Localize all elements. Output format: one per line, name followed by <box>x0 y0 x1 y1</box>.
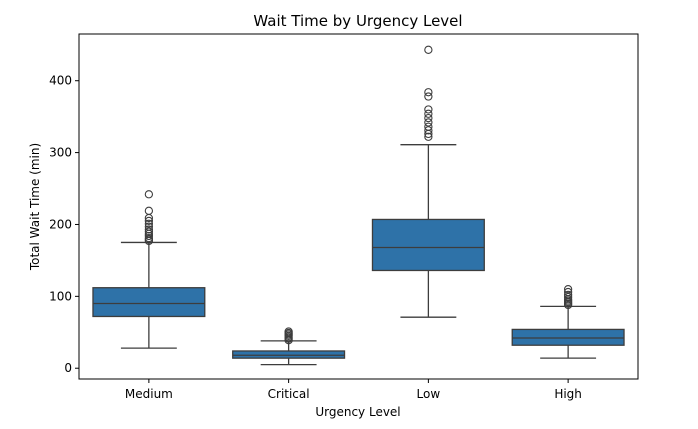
iqr-box <box>232 350 346 359</box>
outlier-point <box>144 233 154 243</box>
outlier-point <box>563 287 573 297</box>
outlier-point <box>563 285 573 294</box>
outlier-point <box>424 122 433 131</box>
outlier-point <box>424 105 433 114</box>
outlier-point <box>563 292 573 302</box>
outlier-point <box>424 113 433 123</box>
y-tick-label: 100 <box>49 289 72 303</box>
box-high <box>511 285 625 359</box>
outlier-point <box>424 45 433 54</box>
iqr-box <box>92 287 206 318</box>
box-critical <box>232 327 346 366</box>
outlier-point <box>284 327 293 336</box>
outlier-point <box>424 88 433 97</box>
box-low <box>371 45 485 318</box>
outlier-point <box>563 290 573 300</box>
y-axis-label: Total Wait Time (min) <box>28 143 42 271</box>
x-axis: Medium Critical Low High <box>125 379 582 401</box>
outlier-point <box>144 219 154 228</box>
y-tick-label: 200 <box>49 217 72 231</box>
x-tick-label: Critical <box>268 387 310 401</box>
outlier-point <box>424 118 433 127</box>
outlier-point <box>144 206 154 215</box>
outlier-point <box>144 222 154 231</box>
x-axis-label: Urgency Level <box>315 405 400 419</box>
chart-title: Wait Time by Urgency Level <box>253 12 462 30</box>
outlier-point <box>144 227 154 236</box>
x-tick-label: Medium <box>125 387 173 401</box>
x-tick-label: High <box>554 387 582 401</box>
outlier-point <box>144 216 154 226</box>
y-tick-label: 400 <box>49 74 72 88</box>
outlier-point <box>424 92 433 101</box>
y-tick-label: 0 <box>64 361 72 375</box>
outlier-point <box>424 132 433 141</box>
iqr-box <box>511 328 625 346</box>
box-medium <box>92 190 206 349</box>
y-tick-label: 300 <box>49 146 72 160</box>
plot-frame <box>78 33 639 380</box>
outlier-point <box>144 225 154 234</box>
iqr-box <box>371 218 485 272</box>
plot-area <box>92 45 625 366</box>
outlier-point <box>424 126 433 135</box>
y-axis: 0 100 200 300 400 <box>49 74 79 375</box>
outlier-point <box>424 109 433 118</box>
x-tick-label: Low <box>417 387 441 401</box>
outlier-point <box>144 190 154 199</box>
outlier-point <box>144 231 154 241</box>
